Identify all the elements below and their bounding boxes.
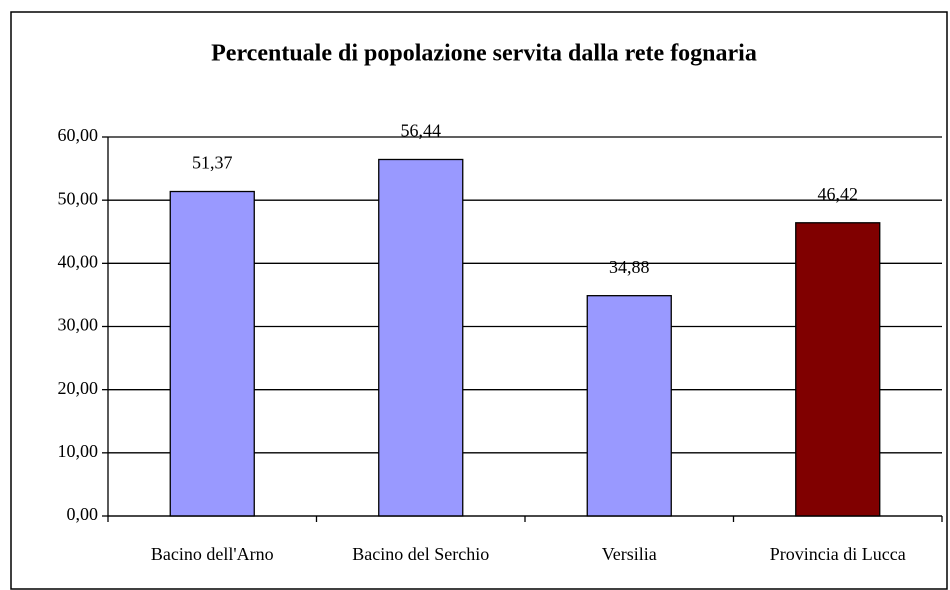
- chart-frame: [10, 11, 948, 590]
- x-tick-label: Bacino dell'Arno: [151, 544, 274, 564]
- y-tick-label: 0,00: [67, 504, 99, 524]
- y-tick-label: 30,00: [58, 315, 99, 335]
- bar: [795, 222, 881, 517]
- bar: [586, 295, 672, 517]
- data-label: 46,42: [818, 184, 859, 204]
- x-tick-label: Versilia: [602, 544, 657, 564]
- bar: [169, 190, 255, 517]
- y-tick-label: 40,00: [58, 251, 99, 271]
- data-label: 56,44: [401, 121, 442, 141]
- y-tick-label: 60,00: [58, 125, 99, 145]
- x-tick-label: Provincia di Lucca: [770, 544, 906, 564]
- x-tick-label: Bacino del Serchio: [352, 544, 489, 564]
- bar: [378, 158, 464, 517]
- y-tick-label: 50,00: [58, 188, 99, 208]
- data-label: 34,88: [609, 257, 650, 277]
- data-label: 51,37: [192, 153, 233, 173]
- chart-title: Percentuale di popolazione servita dalla…: [211, 41, 757, 67]
- y-tick-label: 20,00: [58, 378, 99, 398]
- y-tick-label: 10,00: [58, 441, 99, 461]
